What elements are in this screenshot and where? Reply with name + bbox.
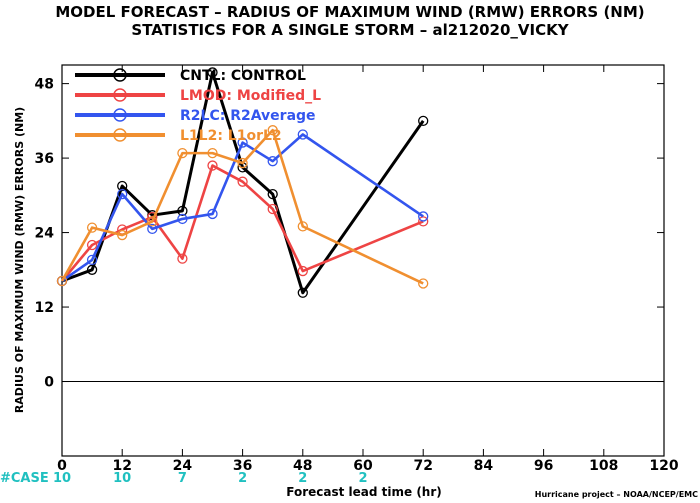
- data-point: [418, 115, 429, 127]
- data-point: [207, 67, 218, 78]
- axis-ticks: 0 12 24 36 48 60 72 84 96 108 120 0 12 24 36 48: [35, 65, 679, 474]
- x-tick-label: 60: [353, 458, 373, 474]
- data-point: [56, 275, 68, 287]
- data-point: [86, 222, 98, 233]
- data-point: [297, 129, 308, 140]
- x-tick-label: 36: [233, 458, 252, 474]
- x-tick-label: 96: [534, 458, 553, 474]
- x-tick-label: 24: [173, 458, 193, 474]
- plot-frame: [61, 64, 665, 457]
- legend-marker: [113, 108, 127, 122]
- data-point: [147, 216, 158, 227]
- data-point: [207, 208, 218, 220]
- data-point: [147, 223, 158, 234]
- data-point: [297, 287, 308, 298]
- credit-text: Hurricane project – NOAA/NCEP/EMC: [535, 490, 698, 499]
- legend-marker: [113, 68, 127, 82]
- chart-title: MODEL FORECAST – RADIUS OF MAXIMUM WIND …: [55, 3, 644, 21]
- data-point: [237, 157, 248, 169]
- y-axis-label: RADIUS OF MAXIMUM WIND (RMW) ERRORS (NM): [13, 107, 26, 413]
- case-count: 2: [238, 471, 247, 486]
- legend-marker: [113, 88, 127, 102]
- case-count: 10: [113, 471, 131, 486]
- y-tick-label: 0: [44, 375, 54, 391]
- series-3: [56, 125, 429, 289]
- data-point: [117, 180, 128, 192]
- data-point: [297, 265, 308, 277]
- data-point: [267, 203, 278, 215]
- x-tick-label: 108: [589, 458, 618, 474]
- data-point: [207, 160, 218, 171]
- case-label: #CASE: [0, 471, 49, 486]
- data-point: [86, 254, 98, 266]
- legend-label: L1L2: L1orL2: [180, 128, 282, 144]
- series-layer: [56, 67, 429, 298]
- case-count: 2: [298, 471, 307, 486]
- data-point: [418, 278, 429, 289]
- case-counts: 10 10 7 2 2 2: [53, 471, 368, 486]
- x-axis-label: Forecast lead time (hr): [286, 485, 442, 499]
- legend-label: CNTL: CONTROL: [180, 68, 306, 84]
- series-line: [60, 128, 424, 285]
- x-tick-label: 48: [293, 458, 312, 474]
- series-1: [56, 160, 429, 287]
- data-point: [86, 264, 98, 275]
- legend-marker: [113, 128, 127, 142]
- y-tick-label: 36: [35, 151, 54, 167]
- data-point: [267, 188, 278, 200]
- data-point: [177, 253, 188, 264]
- y-tick-label: 24: [35, 226, 55, 242]
- x-tick-label: 120: [649, 458, 678, 474]
- x-tick-label: 12: [112, 458, 131, 474]
- data-point: [177, 213, 188, 225]
- legend-item-2: R2LC: R2Average: [75, 108, 316, 124]
- legend: L1L2: L1orL2 R2LC: R2Average LMOD: Modifie…: [75, 68, 321, 144]
- data-point: [177, 147, 188, 159]
- data-point: [177, 205, 188, 216]
- data-point: [267, 125, 278, 136]
- x-tick-label: 84: [474, 458, 494, 474]
- data-point: [267, 156, 278, 167]
- data-point: [297, 221, 308, 232]
- x-tick-label: 0: [57, 458, 67, 474]
- legend-label: R2LC: R2Average: [180, 108, 316, 124]
- data-point: [86, 239, 98, 251]
- data-point: [237, 137, 248, 148]
- data-point: [207, 147, 218, 159]
- data-point: [117, 188, 128, 200]
- x-tick-label: 72: [413, 458, 432, 474]
- legend-item-1: LMOD: Modified_L: [75, 88, 321, 104]
- legend-item-0: CNTL: CONTROL: [75, 68, 306, 84]
- case-count: 10: [53, 471, 71, 486]
- case-count: 7: [178, 471, 187, 486]
- series-line: [61, 133, 424, 283]
- legend-item-3: L1L2: L1orL2: [75, 128, 282, 144]
- series-line: [61, 164, 424, 282]
- chart-subtitle: STATISTICS FOR A SINGLE STORM – al212020…: [131, 21, 569, 39]
- case-count: 2: [358, 471, 367, 486]
- data-point: [117, 229, 128, 241]
- legend-label: LMOD: Modified_L: [180, 88, 321, 104]
- data-point: [418, 211, 429, 222]
- y-tick-label: 12: [35, 300, 54, 316]
- data-point: [418, 216, 429, 227]
- data-point: [237, 176, 248, 187]
- y-tick-label: 48: [35, 77, 54, 93]
